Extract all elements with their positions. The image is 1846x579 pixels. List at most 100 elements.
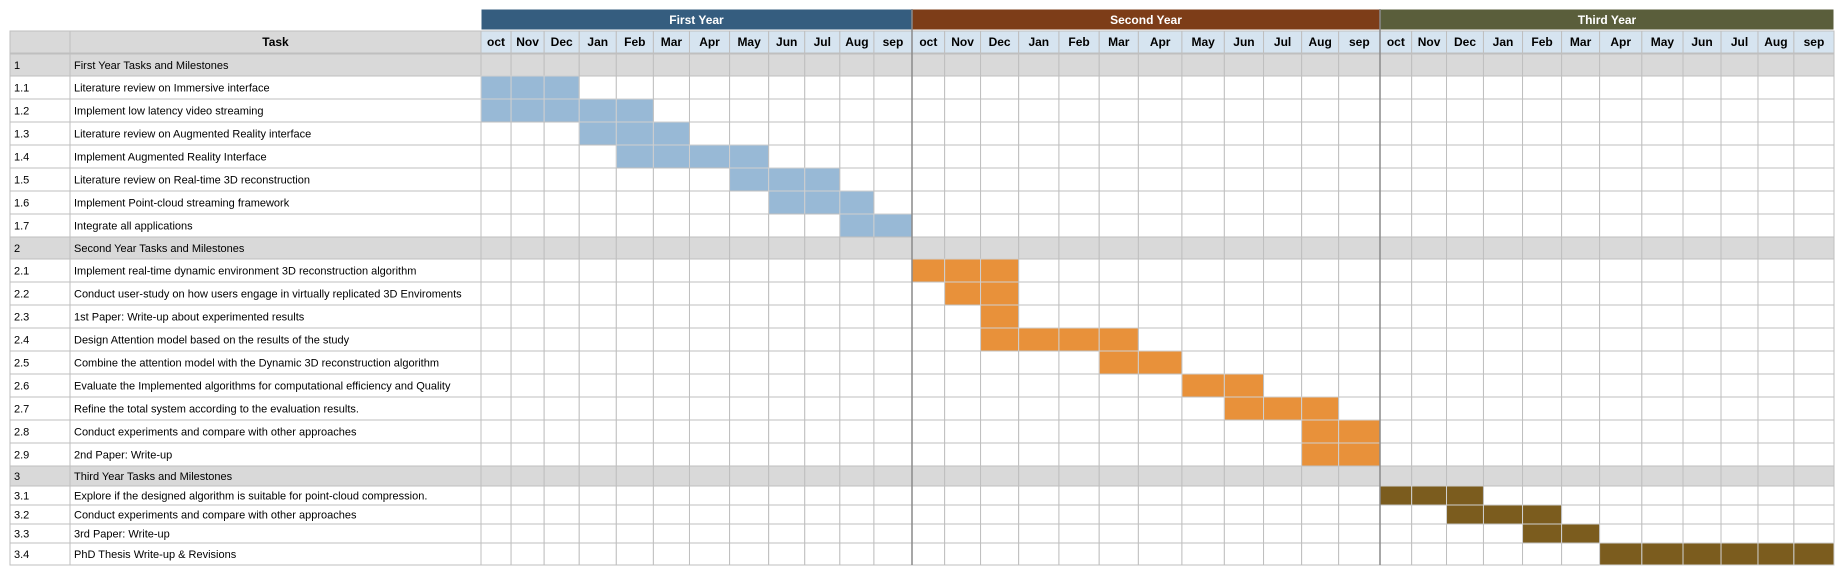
task-name: Explore if the designed algorithm is sui… [74, 491, 427, 503]
gantt-bar-cell [1482, 504, 1524, 525]
grid-cell [652, 350, 690, 375]
grid-cell [1181, 542, 1225, 566]
grid-cell [1641, 258, 1684, 283]
grid-cell [839, 144, 875, 169]
grid-cell [1058, 419, 1100, 444]
grid-cell [1058, 504, 1100, 525]
grid-cell [1137, 396, 1183, 421]
gantt-bar-cell [1181, 373, 1225, 398]
grid-cell [839, 504, 875, 525]
grid-cell [1181, 523, 1225, 544]
grid-cell [1522, 396, 1563, 421]
grid-cell [1599, 465, 1643, 487]
grid-cell [1793, 121, 1835, 146]
grid-cell [804, 98, 841, 123]
grid-cell [652, 53, 690, 77]
grid-cell [1223, 98, 1265, 123]
grid-cell [911, 121, 946, 146]
grid-cell [1446, 53, 1484, 77]
grid-cell [1720, 442, 1759, 467]
grid-cell [652, 327, 690, 352]
grid-cell [1018, 542, 1060, 566]
grid-cell [1599, 350, 1643, 375]
task-id: 3.1 [14, 491, 29, 503]
grid-cell [510, 258, 545, 283]
grid-cell [1682, 504, 1722, 525]
grid-cell [1522, 304, 1563, 329]
grid-cell [1263, 167, 1303, 192]
grid-cell [1561, 442, 1601, 467]
grid-cell [768, 53, 806, 77]
grid-cell [1338, 167, 1381, 192]
grid-cell [615, 213, 654, 238]
grid-cell [652, 523, 690, 544]
gantt-bar-cell [1338, 419, 1381, 444]
grid-cell [729, 98, 770, 123]
gantt-bar-cell [510, 98, 545, 123]
task-id: 2.9 [14, 450, 29, 462]
grid-cell [1411, 98, 1448, 123]
grid-cell [652, 213, 690, 238]
grid-cell [804, 144, 841, 169]
grid-cell [1137, 258, 1183, 283]
grid-cell [1181, 213, 1225, 238]
grid-cell [688, 396, 731, 421]
task-id: 2.5 [14, 358, 29, 370]
grid-cell [1793, 98, 1835, 123]
grid-cell [688, 350, 731, 375]
grid-cell [1561, 504, 1601, 525]
grid-cell [1379, 236, 1413, 260]
grid-cell [578, 304, 617, 329]
grid-cell [1793, 190, 1835, 215]
grid-cell [1223, 465, 1265, 487]
grid-cell [1181, 442, 1225, 467]
grid-cell [1682, 485, 1722, 506]
grid-cell [1379, 144, 1413, 169]
grid-cell [652, 485, 690, 506]
grid-cell [1058, 213, 1100, 238]
month-label: Jul [1731, 35, 1748, 49]
month-label: May [737, 35, 761, 49]
grid-cell [1522, 327, 1563, 352]
grid-cell [873, 442, 913, 467]
task-id: 1.4 [14, 152, 29, 164]
task-header: Task [262, 35, 289, 49]
grid-cell [615, 542, 654, 566]
gantt-bar-cell [1522, 504, 1563, 525]
grid-cell [1181, 144, 1225, 169]
grid-cell [768, 396, 806, 421]
grid-cell [1411, 258, 1448, 283]
grid-cell [1338, 465, 1381, 487]
grid-cell [1641, 523, 1684, 544]
grid-cell [729, 75, 770, 100]
grid-cell [1793, 504, 1835, 525]
grid-cell [1682, 258, 1722, 283]
gantt-bar-cell [804, 190, 841, 215]
grid-cell [480, 465, 512, 487]
grid-cell [1137, 542, 1183, 566]
month-label: Feb [1531, 35, 1552, 49]
grid-cell [1599, 121, 1643, 146]
grid-cell [543, 190, 580, 215]
grid-cell [578, 419, 617, 444]
grid-cell [578, 281, 617, 306]
task-name: Conduct experiments and compare with oth… [74, 427, 357, 439]
month-label: Apr [1610, 35, 1631, 49]
grid-cell [944, 350, 982, 375]
grid-cell [1682, 236, 1722, 260]
grid-cell [944, 144, 982, 169]
gantt-bar-cell [1018, 327, 1060, 352]
month-label: Jul [814, 35, 831, 49]
grid-cell [911, 53, 946, 77]
grid-cell [1263, 419, 1303, 444]
grid-cell [688, 75, 731, 100]
grid-cell [1338, 396, 1381, 421]
grid-cell [615, 281, 654, 306]
grid-cell [873, 419, 913, 444]
grid-cell [1018, 281, 1060, 306]
task-id: 3.3 [14, 529, 29, 541]
task-name: Implement low latency video streaming [74, 106, 264, 118]
grid-cell [839, 542, 875, 566]
grid-cell [944, 304, 982, 329]
grid-cell [543, 121, 580, 146]
